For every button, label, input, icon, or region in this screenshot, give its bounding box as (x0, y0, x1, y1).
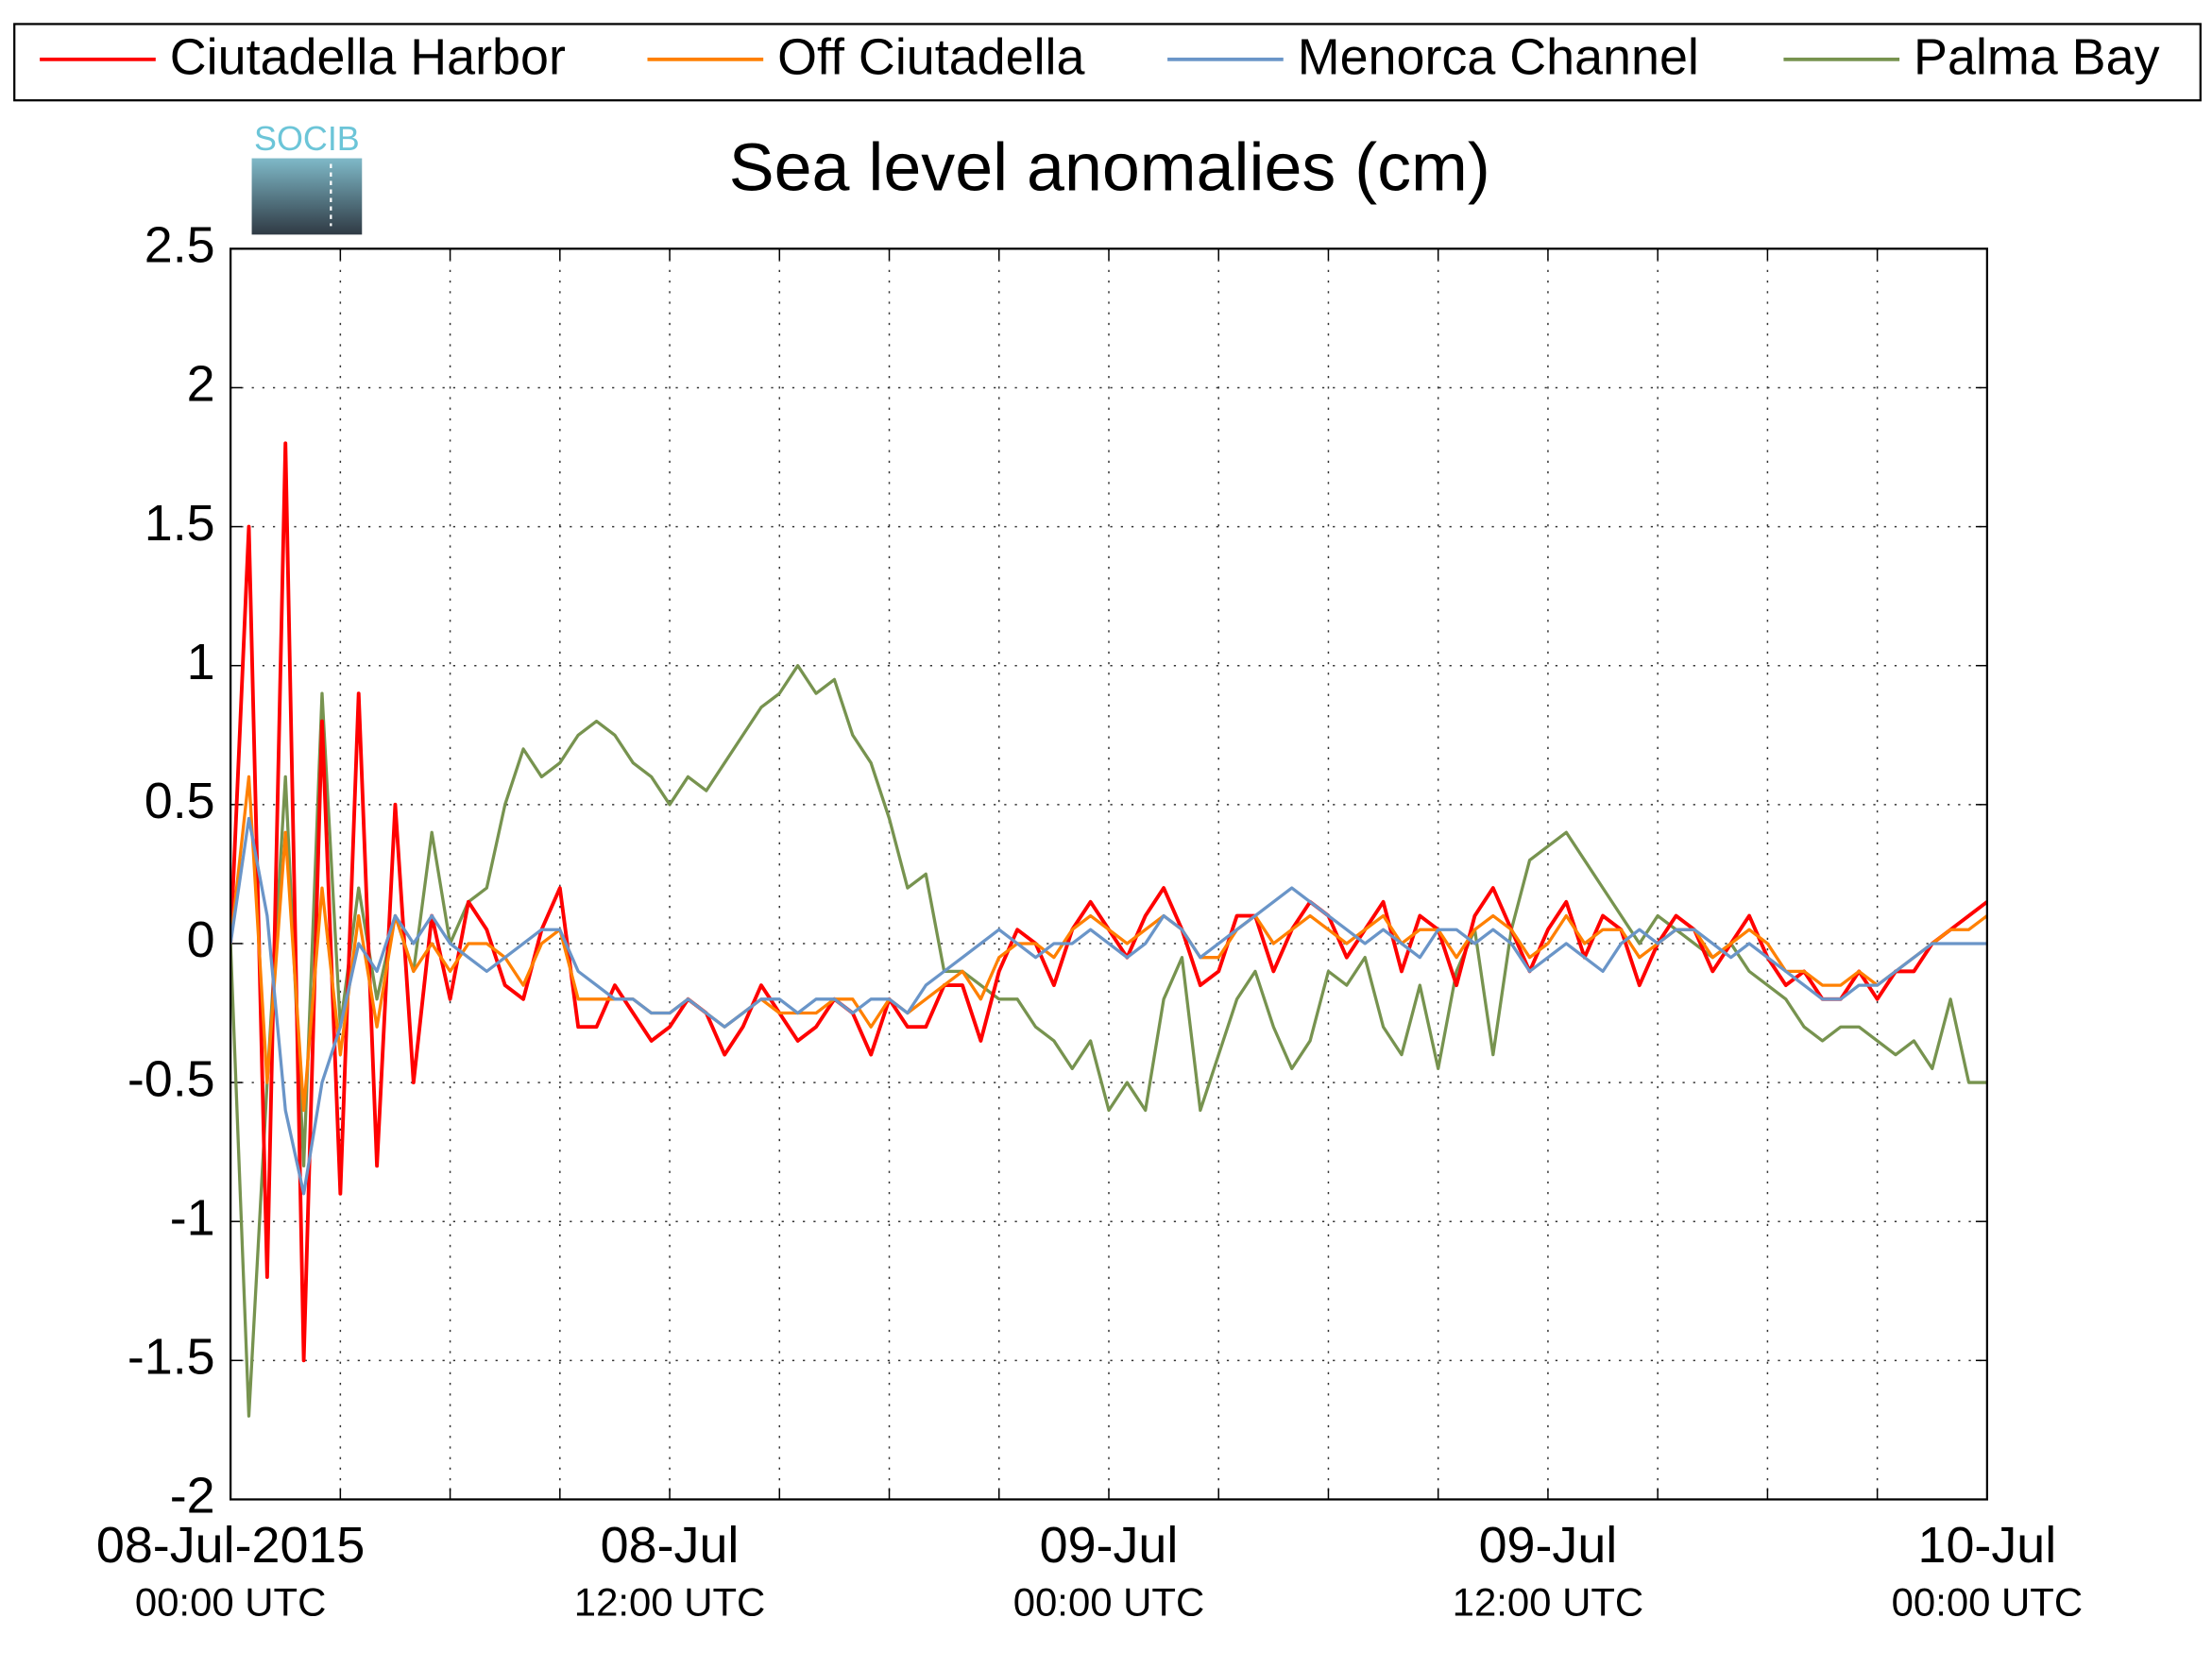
y-tick-label: 0 (187, 911, 215, 968)
y-tick-label: -1 (170, 1189, 215, 1246)
y-tick-label: 2.5 (145, 217, 215, 274)
chart-title: Sea level anomalies (cm) (729, 130, 1490, 206)
y-tick-label: -0.5 (128, 1050, 215, 1107)
y-tick-label: 0.5 (145, 773, 215, 829)
y-tick-label: 2 (187, 356, 215, 413)
logo-mark (251, 158, 363, 235)
legend-label: Menorca Channel (1298, 29, 1699, 86)
x-tick-sublabel: 12:00 UTC (574, 1580, 766, 1625)
legend-label: Ciutadella Harbor (170, 29, 566, 86)
legend-label: Palma Bay (1914, 29, 2160, 86)
plot-frame (229, 247, 1988, 1501)
y-tick-label: 1.5 (145, 495, 215, 552)
x-tick-sublabel: 00:00 UTC (1013, 1580, 1205, 1625)
y-tick-label: -2 (170, 1468, 215, 1524)
x-tick-label: 08-Jul (601, 1517, 740, 1574)
x-tick-label: 10-Jul (1918, 1517, 2057, 1574)
series-line (230, 664, 1987, 1418)
x-tick-label: 09-Jul (1479, 1517, 1618, 1574)
logo: SOCIB (251, 120, 363, 235)
plot-lines (230, 441, 1987, 1418)
x-tick-label: 08-Jul-2015 (96, 1517, 365, 1574)
x-tick-label: 09-Jul (1040, 1517, 1179, 1574)
x-tick-sublabel: 12:00 UTC (1453, 1580, 1643, 1625)
x-tick-sublabel: 00:00 UTC (1892, 1580, 2084, 1625)
x-tick-sublabel: 00:00 UTC (135, 1580, 327, 1625)
legend-label: Off Ciutadella (777, 29, 1084, 86)
series-line (230, 441, 1987, 1363)
logo-text: SOCIB (254, 120, 360, 158)
y-tick-label: -1.5 (128, 1329, 215, 1386)
y-tick-label: 1 (187, 634, 215, 690)
series-line (230, 816, 1987, 1196)
legend-box (13, 23, 2202, 102)
